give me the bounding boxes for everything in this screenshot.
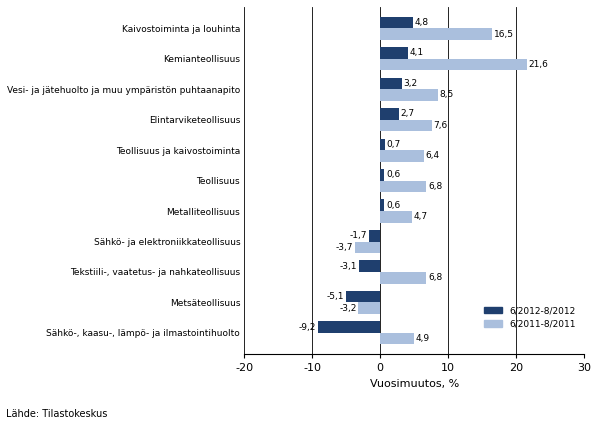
Text: 4,9: 4,9 bbox=[415, 334, 429, 343]
Text: 0,7: 0,7 bbox=[387, 140, 401, 149]
Text: 4,7: 4,7 bbox=[414, 212, 428, 221]
Text: 21,6: 21,6 bbox=[529, 60, 548, 69]
Text: 6,8: 6,8 bbox=[428, 182, 443, 191]
Bar bbox=[380, 211, 412, 223]
Bar bbox=[380, 47, 408, 59]
Text: -9,2: -9,2 bbox=[298, 322, 316, 332]
Text: 6,8: 6,8 bbox=[428, 273, 443, 282]
Bar bbox=[346, 291, 380, 302]
Bar bbox=[380, 59, 527, 70]
Text: -3,1: -3,1 bbox=[340, 262, 358, 271]
Bar bbox=[380, 77, 402, 89]
Text: 16,5: 16,5 bbox=[494, 29, 514, 39]
Bar bbox=[380, 89, 438, 101]
Bar bbox=[380, 28, 492, 40]
Bar bbox=[369, 230, 380, 242]
Text: 6,4: 6,4 bbox=[425, 152, 440, 160]
Legend: 6/2012-8/2012, 6/2011-8/2011: 6/2012-8/2012, 6/2011-8/2011 bbox=[481, 303, 579, 332]
Text: 4,8: 4,8 bbox=[414, 18, 429, 27]
Text: -5,1: -5,1 bbox=[327, 292, 344, 301]
Bar bbox=[380, 17, 413, 28]
X-axis label: Vuosimuutos, %: Vuosimuutos, % bbox=[370, 379, 459, 389]
Bar bbox=[380, 181, 426, 192]
Bar bbox=[380, 108, 399, 120]
Text: -1,7: -1,7 bbox=[349, 231, 367, 240]
Text: 0,6: 0,6 bbox=[386, 170, 400, 179]
Bar bbox=[358, 302, 380, 314]
Bar bbox=[380, 139, 385, 150]
Bar bbox=[380, 169, 385, 181]
Text: -3,7: -3,7 bbox=[336, 243, 353, 252]
Text: -3,2: -3,2 bbox=[340, 304, 357, 313]
Bar bbox=[380, 200, 385, 211]
Text: 0,6: 0,6 bbox=[386, 201, 400, 210]
Bar bbox=[380, 333, 414, 344]
Bar bbox=[318, 321, 380, 333]
Text: 2,7: 2,7 bbox=[400, 109, 414, 118]
Text: 8,5: 8,5 bbox=[440, 91, 454, 99]
Bar bbox=[355, 242, 380, 253]
Text: 3,2: 3,2 bbox=[404, 79, 418, 88]
Bar bbox=[380, 120, 432, 131]
Text: 4,1: 4,1 bbox=[410, 48, 424, 57]
Bar bbox=[380, 272, 426, 283]
Bar bbox=[380, 150, 424, 162]
Bar bbox=[359, 261, 380, 272]
Text: Lähde: Tilastokeskus: Lähde: Tilastokeskus bbox=[6, 409, 108, 419]
Text: 7,6: 7,6 bbox=[434, 121, 448, 130]
